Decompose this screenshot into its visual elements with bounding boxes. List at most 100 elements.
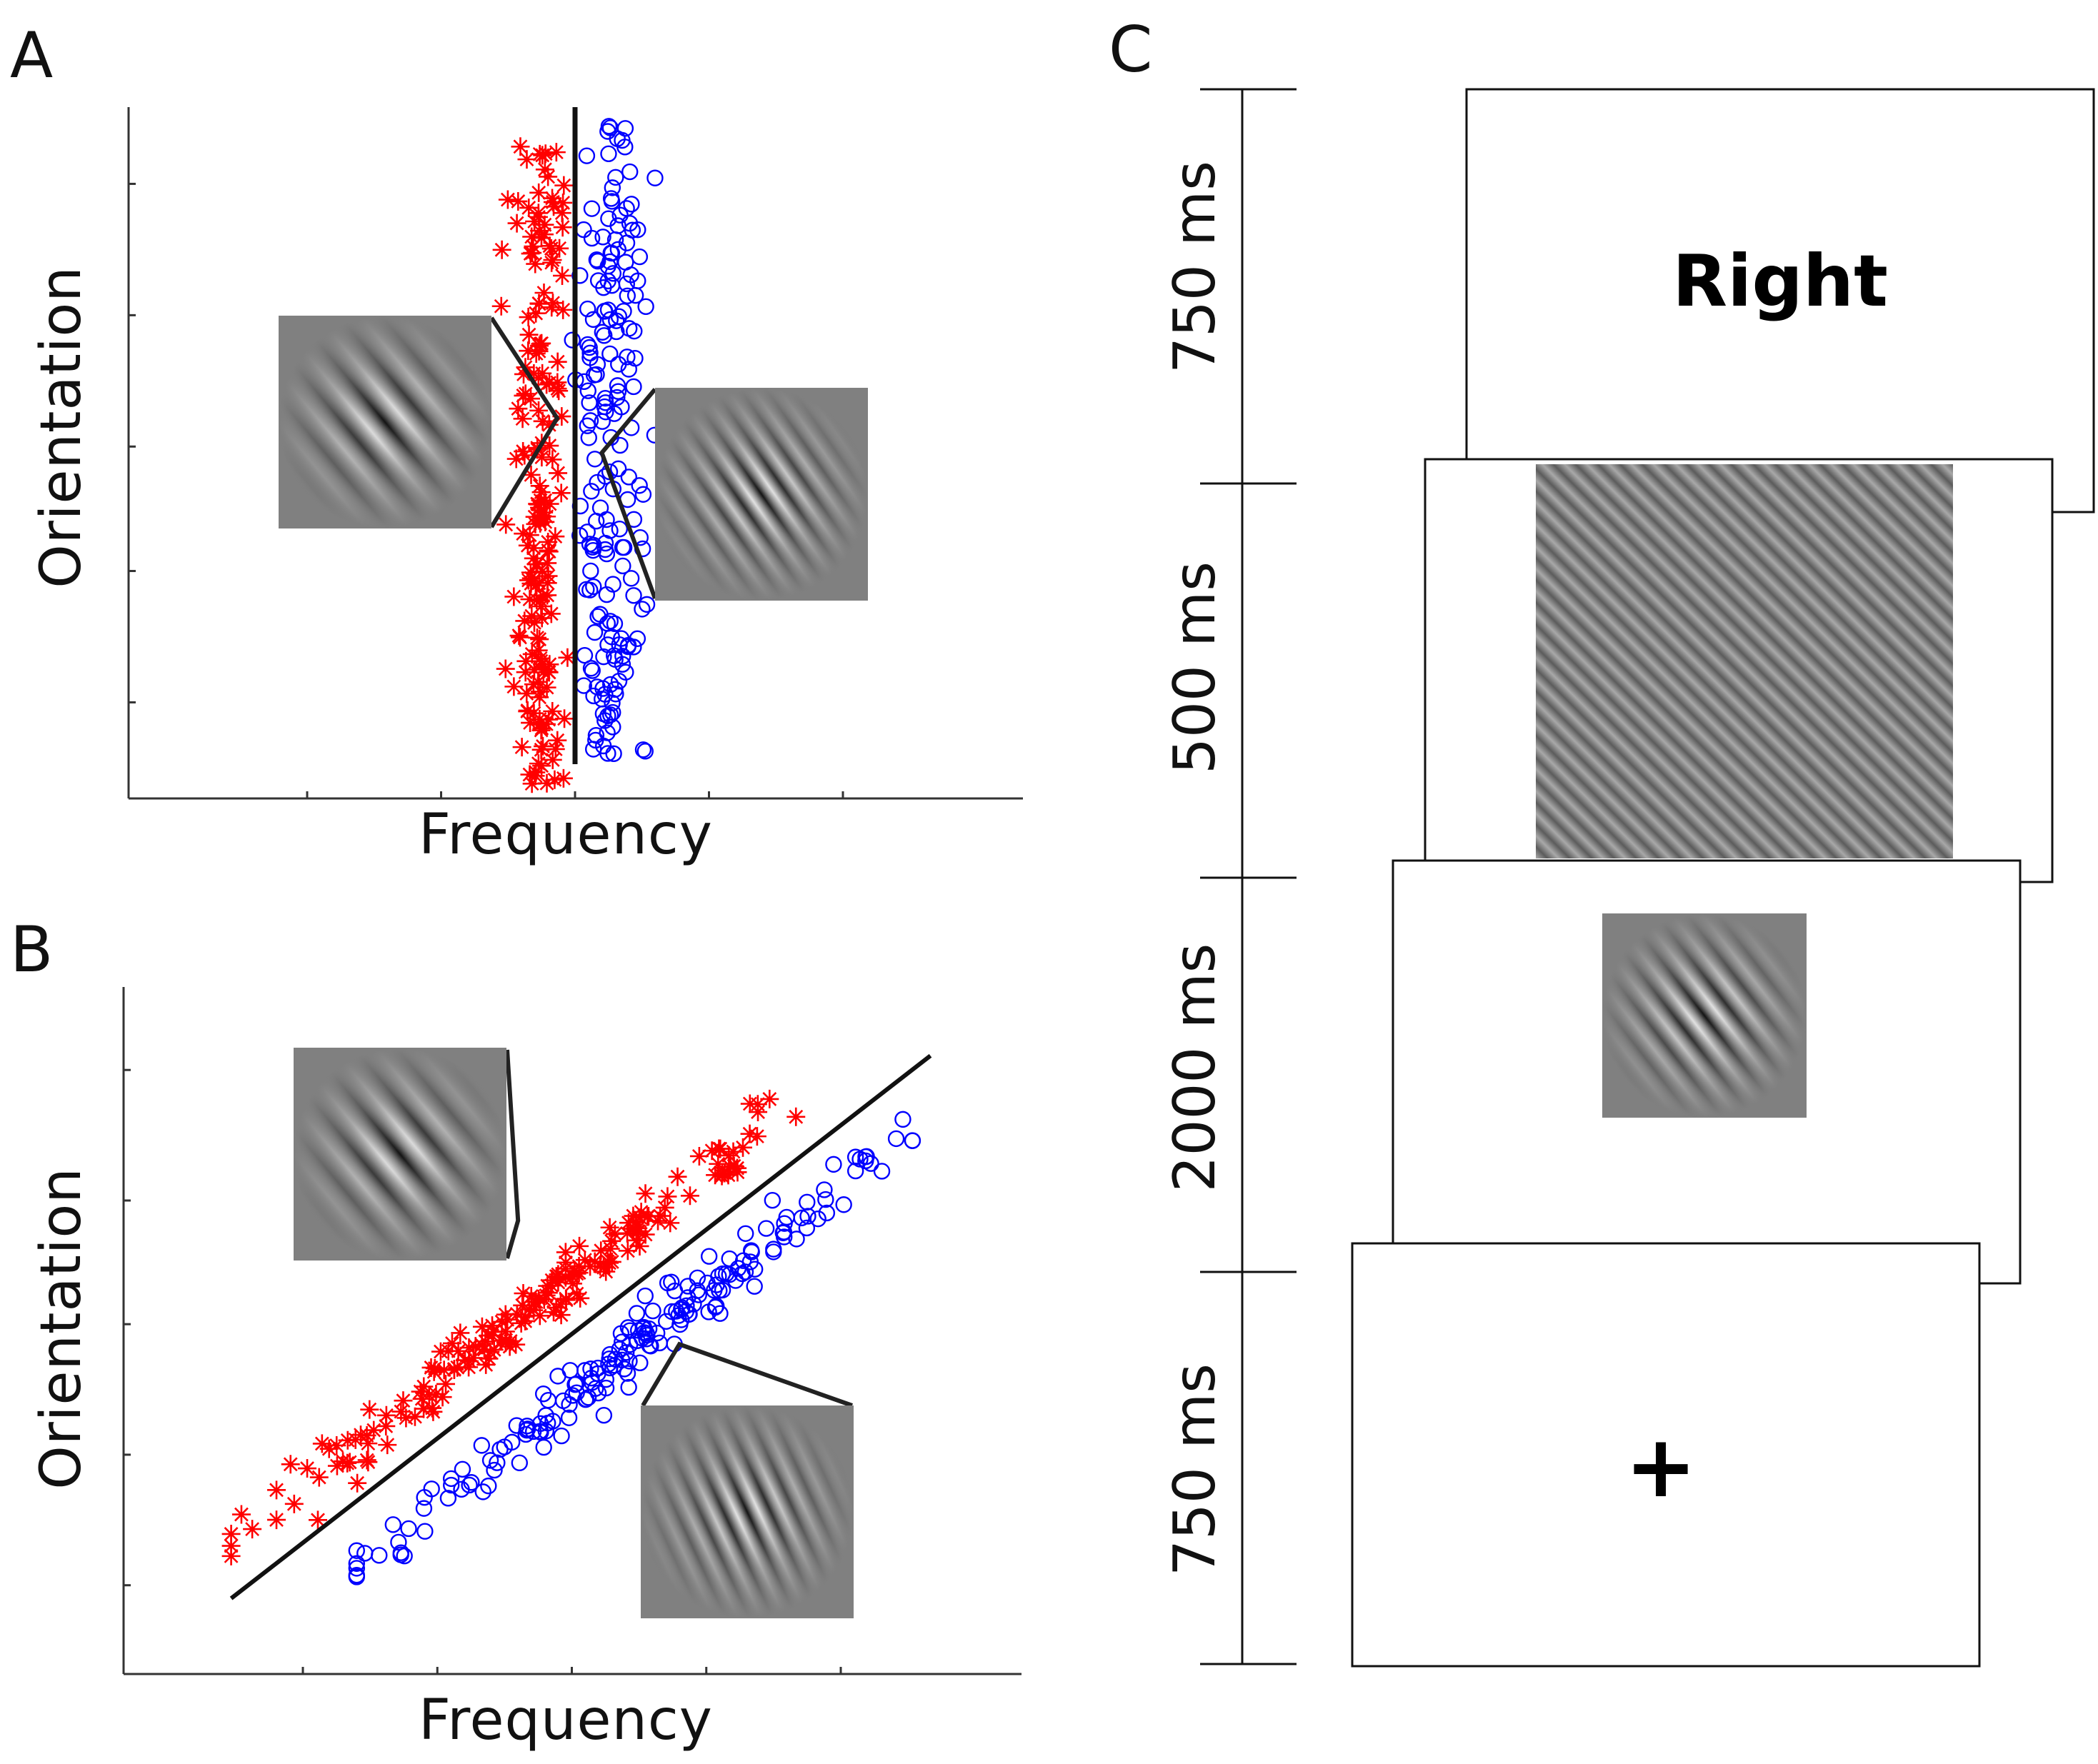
point-category-2-158 <box>700 1303 717 1321</box>
frame-feedback: Right <box>1465 88 2095 513</box>
point-category-2-42 <box>594 229 611 246</box>
point-category-2-160 <box>602 190 620 207</box>
point-category-1-99 <box>516 651 536 671</box>
timing-label-stimulus: 2000 ms <box>1162 943 1228 1193</box>
point-category-1-70 <box>513 409 532 429</box>
mask-pattern <box>1536 464 1953 858</box>
point-category-2-17 <box>614 557 631 575</box>
panel-a-example-1-callout <box>489 316 560 528</box>
point-category-1-75 <box>531 740 551 759</box>
point-category-2-160 <box>741 1253 759 1271</box>
point-category-1-84 <box>514 524 533 543</box>
panel-b-axes <box>122 987 1021 1675</box>
point-category-2-110 <box>817 1191 834 1208</box>
point-category-1-12 <box>541 604 561 623</box>
point-category-1-31 <box>519 325 539 344</box>
point-category-1-52 <box>484 1340 504 1359</box>
point-category-2-89 <box>508 1417 525 1434</box>
point-category-1-175 <box>555 709 574 728</box>
point-category-2-93 <box>689 1269 706 1287</box>
point-category-2-83 <box>700 1248 718 1265</box>
point-category-1-133 <box>618 1241 637 1261</box>
point-category-2-102 <box>553 1427 570 1445</box>
point-category-1-65 <box>506 1335 526 1354</box>
point-category-2-27 <box>737 1225 754 1242</box>
point-category-1-26 <box>529 641 548 660</box>
point-category-2-49 <box>634 741 652 758</box>
panel-b-example-gabor-2 <box>641 1405 854 1618</box>
point-category-2-43 <box>631 1354 649 1372</box>
point-category-1-169 <box>556 1243 575 1262</box>
point-category-2-176 <box>585 578 602 596</box>
point-category-2-189 <box>589 356 606 373</box>
point-category-1-59 <box>553 266 572 285</box>
point-category-1-18 <box>516 663 535 682</box>
point-category-2-37 <box>721 1250 738 1268</box>
point-category-2-47 <box>618 234 636 251</box>
point-category-2-92 <box>619 1365 636 1382</box>
point-category-2-163 <box>799 1208 816 1225</box>
point-category-1-72 <box>558 648 577 667</box>
point-category-2-4 <box>846 1162 864 1180</box>
point-category-1-90 <box>459 1338 479 1358</box>
point-category-2-90 <box>614 538 631 556</box>
point-category-1-65 <box>533 562 552 581</box>
point-category-1-153 <box>554 193 573 212</box>
point-category-2-156 <box>619 287 636 304</box>
point-category-1-3 <box>451 1323 470 1343</box>
point-category-2-143 <box>764 1192 781 1209</box>
point-category-1-132 <box>312 1434 331 1453</box>
point-category-2-162 <box>606 231 624 249</box>
point-category-1-121 <box>553 218 572 237</box>
point-category-2-118 <box>579 336 596 354</box>
point-category-1-29 <box>709 1139 729 1158</box>
point-category-2-154 <box>348 1566 365 1584</box>
point-category-1-69 <box>436 1374 455 1393</box>
point-category-1-86 <box>492 1312 511 1331</box>
point-category-1-82 <box>327 1456 346 1475</box>
point-category-1-127 <box>661 1213 680 1233</box>
point-category-2-164 <box>636 1324 653 1341</box>
point-category-1-83 <box>522 606 541 626</box>
point-category-1-160 <box>525 212 544 231</box>
point-category-1-100 <box>509 191 528 211</box>
point-category-1-116 <box>527 590 546 609</box>
point-category-2-168 <box>609 460 627 478</box>
point-category-1-89 <box>521 713 540 733</box>
point-category-2-95 <box>463 1474 480 1491</box>
point-category-1-178 <box>552 407 571 426</box>
point-category-2-56 <box>583 229 601 247</box>
point-category-1-116 <box>243 1520 262 1539</box>
point-category-1-94 <box>524 548 543 568</box>
point-category-1-145 <box>359 1453 378 1472</box>
point-category-1-36 <box>542 298 561 317</box>
panel-b-example-1-callout <box>505 1049 521 1259</box>
point-category-1-168 <box>520 765 539 784</box>
point-category-1-61 <box>221 1536 241 1555</box>
point-category-1-60 <box>433 1388 452 1407</box>
point-category-1-157 <box>308 1510 327 1530</box>
point-category-1-183 <box>540 436 559 456</box>
point-category-2-174 <box>390 1533 407 1551</box>
point-category-1-147 <box>526 763 546 782</box>
point-category-2-148 <box>649 1324 666 1342</box>
point-category-1-171 <box>602 1252 621 1271</box>
point-category-1-182 <box>529 368 548 387</box>
point-category-1-155 <box>518 701 537 720</box>
point-category-2-6 <box>564 331 581 349</box>
point-category-2-107 <box>585 687 602 705</box>
point-category-2-188 <box>589 1359 606 1377</box>
point-category-1-76 <box>524 538 544 558</box>
point-category-2-113 <box>631 248 649 266</box>
point-category-2-130 <box>610 673 628 690</box>
point-category-1-55 <box>309 1468 329 1487</box>
point-category-2-179 <box>610 308 628 325</box>
point-category-1-105 <box>522 644 541 663</box>
point-category-1-48 <box>298 1459 317 1478</box>
point-category-1-142 <box>748 1095 767 1114</box>
point-category-1-158 <box>526 514 545 533</box>
point-category-1-142 <box>546 739 565 758</box>
point-category-2-55 <box>583 200 601 217</box>
point-category-1-39 <box>483 1316 502 1335</box>
point-category-1-152 <box>543 750 562 769</box>
